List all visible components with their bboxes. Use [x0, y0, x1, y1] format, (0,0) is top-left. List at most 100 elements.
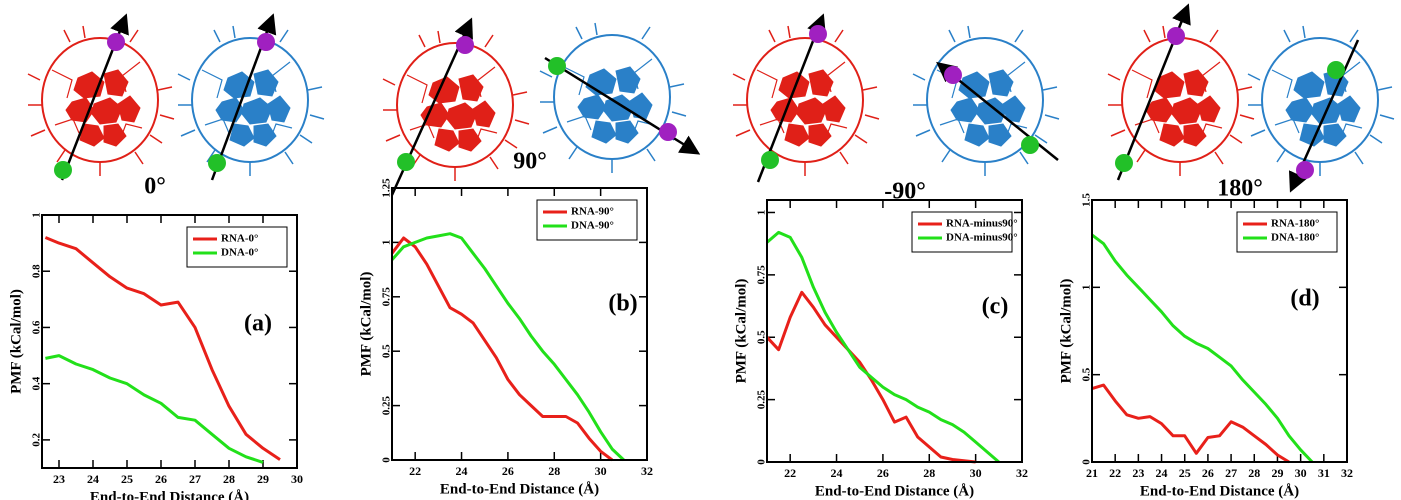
y-tick-label: 1: [31, 212, 43, 218]
x-tick-label: 24: [87, 472, 99, 486]
legend-box: [536, 199, 638, 241]
x-tick-label: 28: [1248, 466, 1260, 480]
data-line: [390, 236, 614, 462]
molecule-images: [27, 3, 1395, 196]
x-tick-label: 30: [595, 464, 607, 478]
rna-molecule: [27, 25, 175, 177]
dna-molecule: [177, 25, 325, 177]
plot-frame: [1091, 199, 1348, 463]
panel-label: (b): [608, 291, 637, 317]
chart-panel: -90°22 24 26 28 30 3200.250.50.751End-to-End …: [733, 179, 1028, 500]
y-tick-label: 0.5: [381, 344, 393, 358]
x-tick-label: 24: [456, 464, 468, 478]
x-tick-label: 32: [641, 464, 653, 478]
chart-panel: 180° 21 22 23 24 25 26 27 28 29 30 31 32 0 0.5 1 1.5 End-…: [1058, 176, 1353, 500]
x-tick-label: 24: [1156, 466, 1168, 480]
rna-molecule: [732, 25, 880, 177]
legend-box: [186, 226, 288, 268]
legend-label: DNA-minus90°: [946, 232, 1018, 244]
y-tick-label: 0: [756, 459, 768, 465]
orientation-label: 180°: [1217, 176, 1263, 202]
y-tick-label: 0.25: [756, 389, 768, 409]
legend-label: RNA-180°: [1271, 218, 1319, 230]
x-tick-label: 23: [53, 472, 65, 486]
panel-label: (c): [982, 294, 1009, 320]
legend-box: [911, 211, 1013, 253]
chart-panel: 90° 22 24 26 28 30 32 0 0.25 0.5 0.75 1 1.25 End-to-E…: [358, 149, 653, 498]
x-axis-label: End-to-End Distance (Å): [440, 481, 599, 497]
x-tick-label: 30: [291, 472, 303, 486]
y-tick-label: 0.8: [31, 264, 43, 278]
x-axis-label: End-to-End Distance (Å): [1140, 483, 1299, 499]
dna-molecule: [1247, 25, 1395, 177]
x-tick-label: 22: [1109, 466, 1121, 480]
panel-label: (a): [244, 311, 272, 337]
plot-frame: [41, 214, 298, 469]
y-tick-label: 0.25: [381, 395, 393, 415]
y-axis-label: PMF (kCal/mol): [358, 272, 374, 377]
x-tick-label: 28: [223, 472, 235, 486]
legend-label: RNA-minus90°: [946, 218, 1018, 230]
legend-label: DNA-90°: [571, 220, 614, 232]
legend-label: RNA-0°: [221, 233, 258, 245]
x-tick-label: 26: [877, 466, 889, 480]
x-tick-label: 26: [155, 472, 167, 486]
data-line: [44, 236, 281, 461]
x-tick-label: 30: [970, 466, 982, 480]
x-tick-label: 32: [1016, 466, 1028, 480]
x-tick-label: 25: [1179, 466, 1191, 480]
panel-label: (d): [1290, 286, 1319, 312]
x-tick-label: 27: [189, 472, 201, 486]
y-tick-label: 1: [381, 240, 393, 246]
legend-label: DNA-0°: [221, 247, 258, 259]
y-axis-label: PMF (kCal/mol): [8, 289, 24, 394]
y-tick-label: 0.6: [31, 320, 43, 334]
y-tick-label: 1.5: [1081, 193, 1093, 207]
legend-label: DNA-180°: [1271, 232, 1319, 244]
y-tick-label: 0: [381, 457, 393, 463]
x-tick-label: 29: [1271, 466, 1283, 480]
end-markers: [54, 25, 1345, 179]
data-line: [45, 354, 264, 464]
x-tick-label: 28: [548, 464, 560, 478]
x-tick-label: 26: [502, 464, 514, 478]
y-axis-label: PMF (kCal/mol): [733, 279, 749, 384]
legend-label: RNA-90°: [571, 206, 614, 218]
x-tick-label: 25: [121, 472, 133, 486]
x-tick-label: 28: [923, 466, 935, 480]
y-tick-label: 0.5: [756, 330, 768, 344]
orientation-label: 90°: [513, 149, 547, 175]
x-tick-label: 21: [1086, 466, 1098, 480]
data-line: [390, 232, 625, 462]
y-tick-label: 0: [1081, 459, 1093, 465]
orientation-label: 0°: [144, 174, 166, 200]
x-tick-label: 32: [1341, 466, 1353, 480]
plot-frame: [766, 199, 1023, 463]
data-line: [1091, 233, 1314, 464]
x-tick-label: 29: [257, 472, 269, 486]
x-axis-label: End-to-End Distance (Å): [815, 483, 974, 499]
legend-box: [1236, 211, 1338, 253]
y-tick-label: 0.2: [31, 433, 43, 447]
x-tick-label: 27: [1225, 466, 1237, 480]
x-tick-label: 22: [409, 464, 421, 478]
y-tick-label: 0.4: [31, 376, 43, 390]
y-tick-label: 1: [756, 210, 768, 216]
x-axis-label: End-to-End Distance (Å): [90, 489, 249, 500]
y-axis-label: PMF (kCal/mol): [1058, 279, 1074, 384]
dna-molecule: [539, 22, 687, 174]
y-tick-label: 0.5: [1081, 367, 1093, 381]
y-tick-label: 0.75: [381, 287, 393, 307]
y-tick-label: 0.75: [756, 265, 768, 285]
x-tick-label: 22: [784, 466, 796, 480]
x-tick-label: 31: [1318, 466, 1330, 480]
x-tick-label: 24: [831, 466, 843, 480]
x-tick-label: 23: [1132, 466, 1144, 480]
y-tick-label: 1.25: [381, 178, 393, 198]
data-line: [766, 230, 1000, 464]
chart-panel: 0° 23 24 25 26 27 28 29 30 0.2 0.4 0.6 0.8 1 End-to-En…: [8, 174, 303, 500]
y-tick-label: 1: [1081, 285, 1093, 291]
data-line: [1091, 383, 1290, 464]
x-tick-label: 30: [1295, 466, 1307, 480]
